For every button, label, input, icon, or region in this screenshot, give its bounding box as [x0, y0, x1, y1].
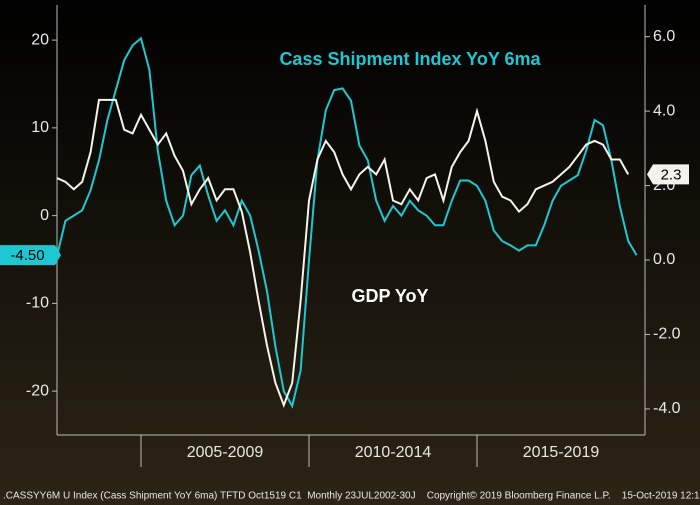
- y-tick-label: 20: [31, 31, 49, 48]
- end-tag: [647, 164, 689, 185]
- y2-tick-label: 4.0: [653, 102, 675, 119]
- end-tag-label: -4.50: [10, 247, 44, 264]
- x-period-label: 2005-2009: [187, 444, 264, 461]
- y2-tick-label: -4.0: [653, 400, 681, 417]
- end-tag-label: 2.3: [661, 166, 682, 183]
- y2-tick-label: -2.0: [653, 326, 681, 343]
- y-tick-label: -20: [26, 382, 49, 399]
- series-label: GDP YoY: [351, 286, 428, 306]
- x-period-label: 2015-2019: [523, 444, 600, 461]
- y-tick-label: -10: [26, 295, 49, 312]
- footer: .CASSYY6M U Index (Cass Shipment YoY 6ma…: [3, 491, 700, 502]
- series-line: [56, 98, 630, 409]
- series-label: Cass Shipment Index YoY 6ma: [279, 49, 541, 69]
- y2-tick-label: 6.0: [653, 28, 675, 45]
- x-period-label: 2010-2014: [355, 444, 432, 461]
- end-tag: [0, 245, 61, 266]
- y-tick-label: 10: [31, 119, 49, 136]
- y2-tick-label: 0.0: [653, 251, 675, 268]
- series-line: [56, 36, 638, 409]
- y-tick-label: 0: [40, 207, 49, 224]
